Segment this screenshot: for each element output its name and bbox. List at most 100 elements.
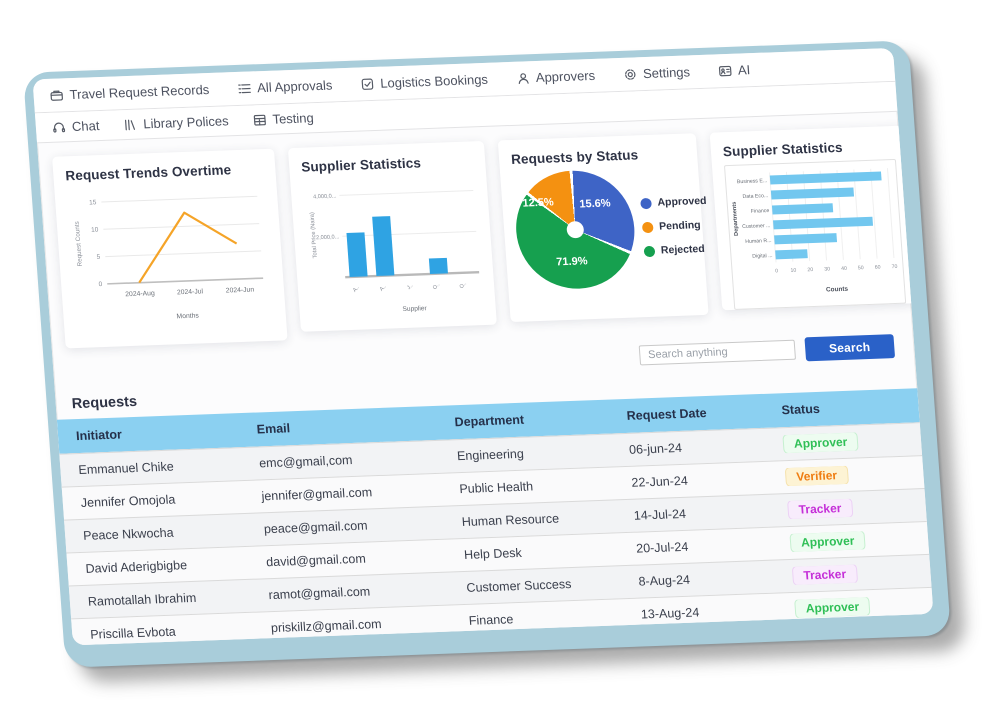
cell-email: jennifer@gmail.com: [261, 485, 373, 504]
cell-initiator: Ramotallah Ibrahim: [87, 590, 197, 609]
svg-text:30: 30: [824, 266, 830, 272]
status-badge: Approver: [795, 597, 870, 618]
tilted-dashboard-scene: Travel Request Records All Approvals Log…: [22, 40, 952, 668]
search-button[interactable]: Search: [804, 334, 896, 362]
svg-text:0: 0: [775, 268, 778, 274]
svg-text:A..: A..: [352, 285, 361, 294]
bar-chart-svg: 2,000,0... 4,000,0... A.. A.. J.. O.. O.. Total…: [310, 189, 480, 313]
svg-text:J..: J..: [406, 283, 414, 291]
line-chart: 0 5 10 15 2024-Aug 2024-Jul 2024-Jun Request Co…: [66, 180, 276, 334]
cell-initiator: Priscilla Evbota: [89, 624, 177, 642]
svg-text:Departments: Departments: [732, 202, 740, 236]
svg-text:O..: O..: [459, 281, 468, 290]
books-icon: [125, 119, 136, 130]
card-supplier-statistics-hbar: Supplier Statistics 0 10 20 30 40 50 60 70 Busin…: [709, 125, 917, 311]
pie-chart: 15.6% 71.9% 12.5%: [512, 168, 639, 291]
cell-email: emc@gmail,com: [258, 453, 353, 471]
cell-email: priskillz@gmail.com: [270, 617, 383, 636]
tab-travel-request-records[interactable]: Travel Request Records: [49, 82, 210, 103]
cell-initiator: Emmanuel Chike: [78, 459, 175, 478]
svg-text:O..: O..: [432, 282, 441, 291]
cell-request-date: 8-Aug-24: [638, 572, 691, 589]
svg-text:70: 70: [891, 264, 897, 270]
legend-dot-icon: [643, 245, 656, 257]
tab-all-approvals[interactable]: All Approvals: [237, 78, 333, 96]
nav-item-label: Approvers: [535, 67, 596, 86]
checkbox-icon: [361, 78, 374, 90]
tab-testing[interactable]: Testing: [252, 110, 314, 127]
line-chart-svg: 0 5 10 15 2024-Aug 2024-Jul 2024-Jun Request Co…: [74, 195, 264, 321]
svg-text:2024-Jun: 2024-Jun: [226, 286, 255, 294]
search-input[interactable]: [638, 339, 796, 366]
card-title: Request Trends Overtime: [64, 162, 232, 184]
grid-icon: [253, 114, 266, 126]
cell-status: Approver: [765, 430, 921, 454]
svg-text:Months: Months: [176, 313, 199, 321]
charts-section: Request Trends Overtime 0 5 10 15 2024-Aug 20…: [37, 112, 917, 357]
nav-item-label: AI: [737, 62, 751, 78]
status-badge: Verifier: [785, 465, 848, 487]
card-requests-by-status: Requests by Status 15.6% 71.9% 12.5% Appro…: [497, 133, 710, 323]
nav-item-label: Travel Request Records: [69, 82, 210, 103]
list-check-icon: [237, 83, 251, 93]
card-request-trends: Request Trends Overtime 0 5 10 15 2024-Aug 20…: [52, 148, 288, 349]
status-badge: Approver: [783, 432, 858, 454]
cell-department: Engineering: [456, 446, 525, 464]
user-icon: [518, 72, 529, 84]
pie-legend: Approved Pending Rejected: [640, 195, 710, 257]
svg-text:50: 50: [858, 265, 864, 271]
nav-item-label: Testing: [271, 110, 315, 127]
tab-approvers[interactable]: Approvers: [515, 67, 596, 86]
svg-text:4,000,0...: 4,000,0...: [313, 193, 337, 200]
svg-text:0: 0: [98, 281, 102, 288]
svg-text:Human R...: Human R...: [745, 238, 772, 245]
tab-chat[interactable]: Chat: [51, 118, 100, 135]
nav-item-label: Library Polices: [142, 113, 230, 132]
legend-label: Pending: [658, 219, 702, 233]
cell-initiator: Peace Nkwocha: [82, 525, 174, 543]
gear-icon: [624, 68, 636, 80]
tab-ai[interactable]: AI: [717, 62, 751, 78]
cell-request-date: 06-jun-24: [628, 440, 683, 457]
legend-item-pending: Pending: [641, 219, 709, 233]
cell-status: Verifier: [768, 463, 924, 487]
tab-library-polices[interactable]: Library Polices: [123, 113, 229, 132]
svg-text:Digital ...: Digital ...: [752, 253, 773, 260]
status-badge: Approver: [790, 531, 866, 552]
cell-status: Approver: [772, 529, 928, 553]
legend-item-rejected: Rejected: [643, 243, 711, 257]
cell-email: peace@gmail.com: [263, 518, 369, 537]
svg-text:2024-Jul: 2024-Jul: [177, 288, 204, 296]
legend-dot-icon: [640, 197, 652, 209]
card-title: Supplier Statistics: [300, 155, 422, 175]
cell-department: Public Health: [458, 479, 534, 497]
svg-text:2,000,0...: 2,000,0...: [316, 234, 340, 241]
svg-text:Customer ...: Customer ...: [742, 223, 771, 230]
bar-chart: 2,000,0... 4,000,0... A.. A.. J.. O.. O.. Total…: [302, 172, 486, 325]
hbar-chart-svg: 0 10 20 30 40 50 60 70 Business E... Data Eco... F…: [732, 168, 898, 294]
svg-text:Data Eco...: Data Eco...: [742, 193, 768, 200]
cell-department: Customer Success: [466, 577, 572, 595]
svg-text:60: 60: [875, 265, 881, 271]
dashboard-panel: Travel Request Records All Approvals Log…: [32, 47, 934, 646]
legend-item-approved: Approved: [640, 195, 707, 209]
svg-text:5: 5: [96, 254, 100, 261]
primary-navbar: Travel Request Records All Approvals Log…: [32, 47, 896, 114]
svg-text:20: 20: [807, 267, 813, 273]
legend-label: Approved: [657, 194, 707, 209]
tab-logistics-bookings[interactable]: Logistics Bookings: [360, 72, 488, 92]
status-badge: Tracker: [792, 564, 857, 585]
svg-text:40: 40: [841, 266, 847, 272]
cell-initiator: Jennifer Omojola: [80, 492, 176, 510]
requests-table: Initiator Email Department Request Date Stat…: [56, 388, 934, 646]
table-body: Emmanuel Chike emc@gmail,com Engineering…: [59, 422, 934, 646]
legend-dot-icon: [641, 221, 654, 233]
nav-item-label: Settings: [642, 64, 691, 82]
id-card-icon: [718, 65, 732, 76]
svg-text:10: 10: [790, 268, 796, 274]
card-supplier-statistics-bar: Supplier Statistics 2,000,0... 4,000,0...…: [287, 140, 497, 332]
tab-settings[interactable]: Settings: [622, 64, 690, 81]
column-header-initiator: Initiator: [75, 427, 123, 444]
nav-item-label: All Approvals: [256, 77, 333, 96]
cell-request-date: 20-Jul-24: [635, 539, 689, 556]
